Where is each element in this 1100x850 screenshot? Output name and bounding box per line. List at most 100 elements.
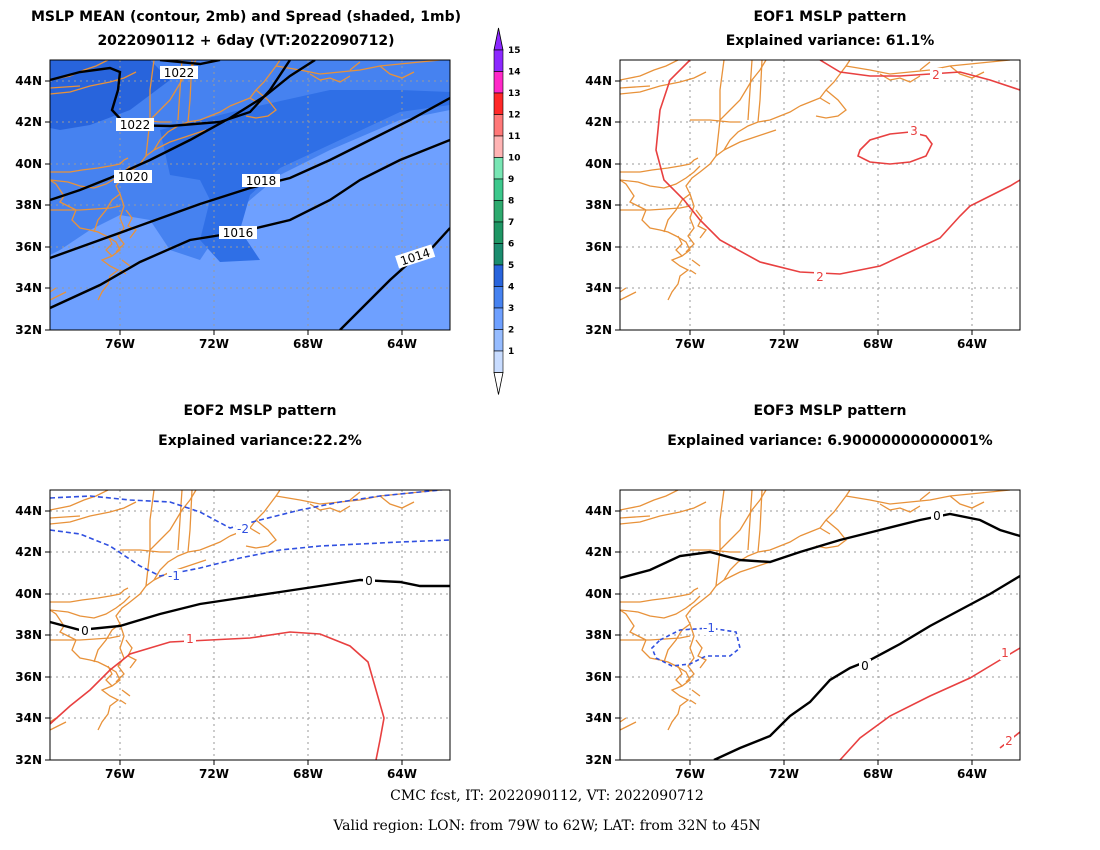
- lon-tick-label: 64W: [387, 767, 417, 781]
- lon-tick-label: 68W: [863, 767, 893, 781]
- panel3-subtitle: Explained variance:22.2%: [158, 433, 362, 449]
- lat-tick-label: 38N: [15, 198, 42, 212]
- lat-tick-label: 40N: [15, 157, 42, 171]
- isobar-1016: [50, 138, 450, 310]
- lat-tick-label: 42N: [585, 545, 612, 559]
- lat-tick-label: 38N: [15, 628, 42, 642]
- lon-tick-label: 76W: [675, 337, 705, 351]
- lon-tick-label: 64W: [957, 337, 987, 351]
- lat-tick-label: 36N: [15, 670, 42, 684]
- lat-tick-label: 34N: [585, 711, 612, 725]
- lat-tick-label: 36N: [15, 240, 42, 254]
- colorbar-label: 3: [508, 304, 514, 314]
- axis-tick-labels: 44N 42N 40N 38N 36N 34N 32N 76W 72W 68W 64W 44N 42N 4…: [15, 74, 987, 781]
- lon-tick-label: 72W: [769, 767, 799, 781]
- lat-tick-label: 40N: [15, 587, 42, 601]
- lat-tick-label: 42N: [585, 115, 612, 129]
- footer-valid-region: Valid region: LON: from 79W to 62W; LAT:…: [333, 818, 761, 834]
- lat-tick-label: 38N: [585, 628, 612, 642]
- colorbar-label: 7: [508, 218, 514, 228]
- lat-tick-label: 36N: [585, 670, 612, 684]
- colorbar-swatch: [493, 221, 504, 244]
- clabel: 0: [365, 574, 373, 588]
- eof1-contour-2-north: [819, 60, 1020, 91]
- lat-tick-label: 34N: [15, 281, 42, 295]
- colorbar-swatch: [493, 157, 504, 180]
- colorbar-swatch: [493, 135, 504, 158]
- lat-tick-label: 42N: [15, 545, 42, 559]
- eof1-contour-3: [857, 131, 933, 165]
- clabel: 0: [81, 624, 89, 638]
- clabel: 2: [932, 68, 940, 82]
- clabel: 1: [1001, 646, 1009, 660]
- clabel: 1018: [246, 174, 277, 188]
- clabel: 1022: [164, 66, 195, 80]
- lat-tick-label: 40N: [585, 587, 612, 601]
- panel3-contour-labels: -2 -1 0 0 1: [79, 522, 375, 646]
- colorbar-swatch: [493, 114, 504, 137]
- footer-forecast-info: CMC fcst, IT: 2022090112, VT: 2022090712: [390, 788, 704, 804]
- colorbar-swatch: [493, 286, 504, 309]
- lat-tick-label: 44N: [15, 504, 42, 518]
- lat-tick-label: 38N: [585, 198, 612, 212]
- panel4-map: 0 0 -1 1 2: [614, 489, 1021, 766]
- clabel: 1022: [120, 118, 151, 132]
- colorbar-swatch: [493, 178, 504, 201]
- lat-tick-label: 34N: [585, 281, 612, 295]
- clabel: -1: [703, 621, 715, 635]
- panel3-map: -2 -1 0 0 1: [44, 489, 451, 766]
- lat-tick-label: 44N: [585, 504, 612, 518]
- colorbar-label: 6: [508, 240, 514, 250]
- lat-tick-label: 32N: [15, 323, 42, 337]
- eof3-contour-zero-north: [620, 512, 1020, 580]
- colorbar-swatch: [493, 200, 504, 223]
- panel4-contour-labels: 0 0 -1 1 2: [702, 509, 1014, 748]
- panel1-subtitle: 2022090112 + 6day (VT:2022090712): [97, 33, 395, 49]
- lon-tick-label: 68W: [293, 337, 323, 351]
- lat-tick-label: 40N: [585, 157, 612, 171]
- panel1-title: MSLP MEAN (contour, 2mb) and Spread (sha…: [31, 9, 461, 25]
- colorbar-label: 2: [508, 326, 514, 336]
- clabel: -2: [237, 522, 249, 536]
- colorbar-label: 9: [508, 175, 514, 185]
- panel3-title: EOF2 MSLP pattern: [183, 403, 337, 419]
- colorbar: 15 14 13 12 11 10 9 8 7 6 5 4 3 2 1: [493, 27, 521, 395]
- lat-tick-label: 36N: [585, 240, 612, 254]
- colorbar-label: 12: [508, 111, 521, 121]
- colorbar-swatch: [493, 49, 504, 72]
- lat-tick-label: 32N: [15, 753, 42, 767]
- panel1-map: 1022 1022 1020 1018 1016 1014: [44, 59, 451, 336]
- isobar-1022: [50, 60, 291, 128]
- lat-tick-label: 32N: [585, 753, 612, 767]
- colorbar-swatch: [493, 307, 504, 330]
- isobar-1014: [339, 227, 450, 330]
- lon-tick-label: 76W: [105, 767, 135, 781]
- eof3-contour-minus1: [651, 627, 741, 667]
- lon-tick-label: 72W: [199, 337, 229, 351]
- lon-tick-label: 72W: [769, 337, 799, 351]
- lon-tick-label: 68W: [863, 337, 893, 351]
- colorbar-label: 10: [508, 154, 521, 164]
- colorbar-swatch: [493, 71, 504, 94]
- clabel: 0: [861, 659, 869, 673]
- eof2-contour-zero: [50, 578, 450, 632]
- colorbar-swatch: [493, 350, 504, 373]
- clabel: 2: [816, 270, 824, 284]
- clabel: 1020: [118, 170, 149, 184]
- eof2-contour-1: [50, 631, 385, 760]
- eof2-contour-minus1: [50, 529, 450, 577]
- clabel: -1: [168, 569, 180, 583]
- spread-shade-5: [160, 90, 450, 262]
- clabel: 1016: [223, 226, 254, 240]
- lon-tick-label: 76W: [675, 767, 705, 781]
- panel2-map: 2 3 2: [614, 59, 1021, 336]
- lon-tick-label: 68W: [293, 767, 323, 781]
- panel2-contour-labels: 2 3 2: [814, 68, 942, 284]
- lat-tick-label: 32N: [585, 323, 612, 337]
- panel2-title: EOF1 MSLP pattern: [753, 9, 907, 25]
- eof1-contour-2: [655, 60, 1020, 275]
- colorbar-label: 13: [508, 89, 521, 99]
- clabel: 3: [910, 124, 918, 138]
- colorbar-swatch: [493, 329, 504, 352]
